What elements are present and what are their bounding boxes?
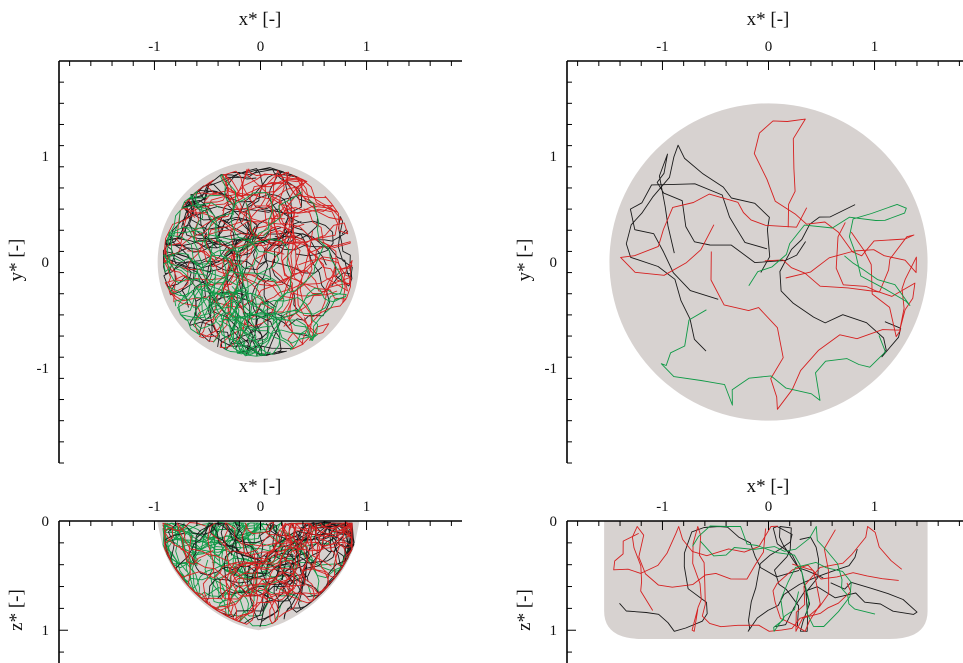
panel-bottom-right: -1 0 1 0 1 x* [-] z* [-] xyxy=(514,476,963,663)
x-axis-label: x* [-] xyxy=(747,9,790,30)
x-axis-label: x* [-] xyxy=(239,9,282,30)
x-tick-label: -1 xyxy=(148,39,161,55)
x-tick-label: 1 xyxy=(871,499,879,515)
x-tick-label: 0 xyxy=(765,39,773,55)
y-tick-label: 0 xyxy=(550,514,558,530)
y-tick-label: -1 xyxy=(37,361,50,377)
y-tick-label: 1 xyxy=(42,149,50,165)
x-tick-label: -1 xyxy=(656,39,669,55)
panel-top-left: -1 0 1 1 0 -1 x* [-] y* [-] xyxy=(6,9,462,463)
x-tick-label: 1 xyxy=(363,499,371,515)
y-tick-label: 0 xyxy=(550,255,558,271)
panel-bottom-left: -1 0 1 0 1 x* [-] z* [-] xyxy=(6,476,462,663)
y-tick-label: -1 xyxy=(545,361,558,377)
y-tick-label: 0 xyxy=(42,255,50,271)
y-tick-label: 0 xyxy=(42,514,50,530)
x-tick-label: 1 xyxy=(363,39,371,55)
y-tick-label: 1 xyxy=(550,149,558,165)
x-tick-label: -1 xyxy=(148,499,161,515)
y-axis-label: y* [-] xyxy=(6,239,27,282)
x-axis-label: x* [-] xyxy=(239,476,282,497)
x-tick-label: 0 xyxy=(257,39,265,55)
y-axis-label: z* [-] xyxy=(514,589,535,631)
x-tick-label: -1 xyxy=(656,499,669,515)
panel-top-right: -1 0 1 1 0 -1 x* [-] y* [-] xyxy=(514,9,963,463)
y-axis-label: y* [-] xyxy=(514,239,535,282)
x-axis-label: x* [-] xyxy=(747,476,790,497)
x-tick-label: 1 xyxy=(871,39,879,55)
y-axis-label: z* [-] xyxy=(6,589,27,631)
y-tick-label: 1 xyxy=(550,623,558,639)
x-tick-label: 0 xyxy=(257,499,265,515)
y-tick-label: 1 xyxy=(42,623,50,639)
x-tick-label: 0 xyxy=(765,499,773,515)
